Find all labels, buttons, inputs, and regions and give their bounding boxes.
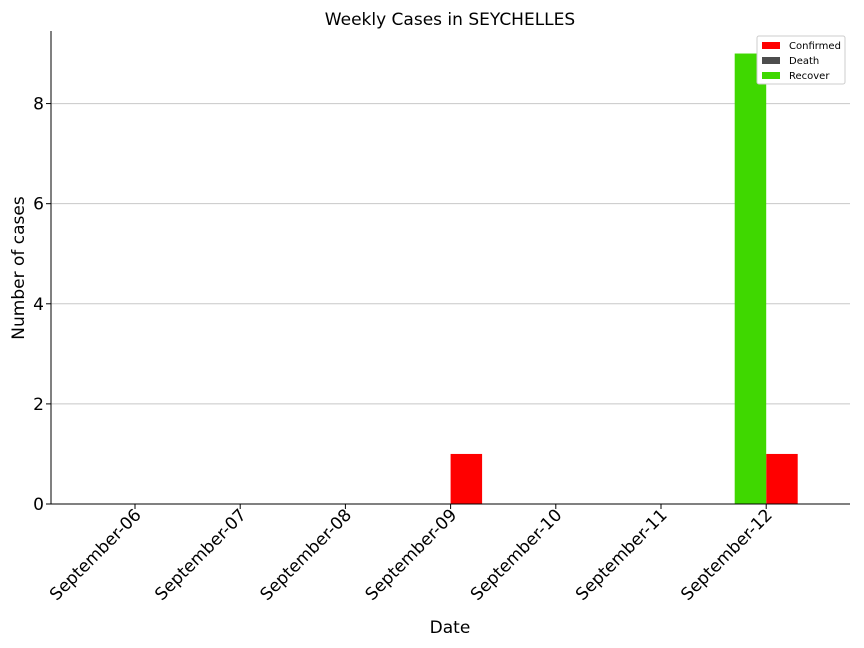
legend-swatch-death [762,57,780,64]
bar-recover-september-12 [734,53,767,505]
y-tick-label: 6 [33,195,44,215]
legend: Confirmed Death Recover [756,35,846,85]
legend-label-confirmed: Confirmed [789,41,841,52]
x-tick-label: September-11 [572,505,671,604]
x-tick-label: September-12 [677,505,776,604]
bars [450,53,798,505]
x-tick-label: September-06 [46,505,145,604]
x-tick-label: September-09 [362,505,461,604]
x-axis-label: Date [430,618,471,638]
y-tick-label: 8 [33,95,44,115]
legend-swatch-confirmed [762,42,780,49]
chart-title: Weekly Cases in SEYCHELLES [325,10,575,30]
bar-confirmed-september-12 [766,453,798,504]
legend-label-death: Death [789,56,819,67]
x-tick-label: September-08 [256,505,355,604]
legend-swatch-recover [762,72,780,79]
y-tick-label: 2 [33,395,44,415]
y-axis-label: Number of cases [9,196,29,340]
bar-confirmed-september-09 [450,453,483,504]
grid-lines [51,103,850,405]
x-tick-label: September-10 [467,505,566,604]
legend-label-recover: Recover [789,71,830,82]
y-tick-label: 0 [33,495,44,515]
x-tick-label: September-07 [151,505,250,604]
y-tick-label: 4 [33,295,44,315]
